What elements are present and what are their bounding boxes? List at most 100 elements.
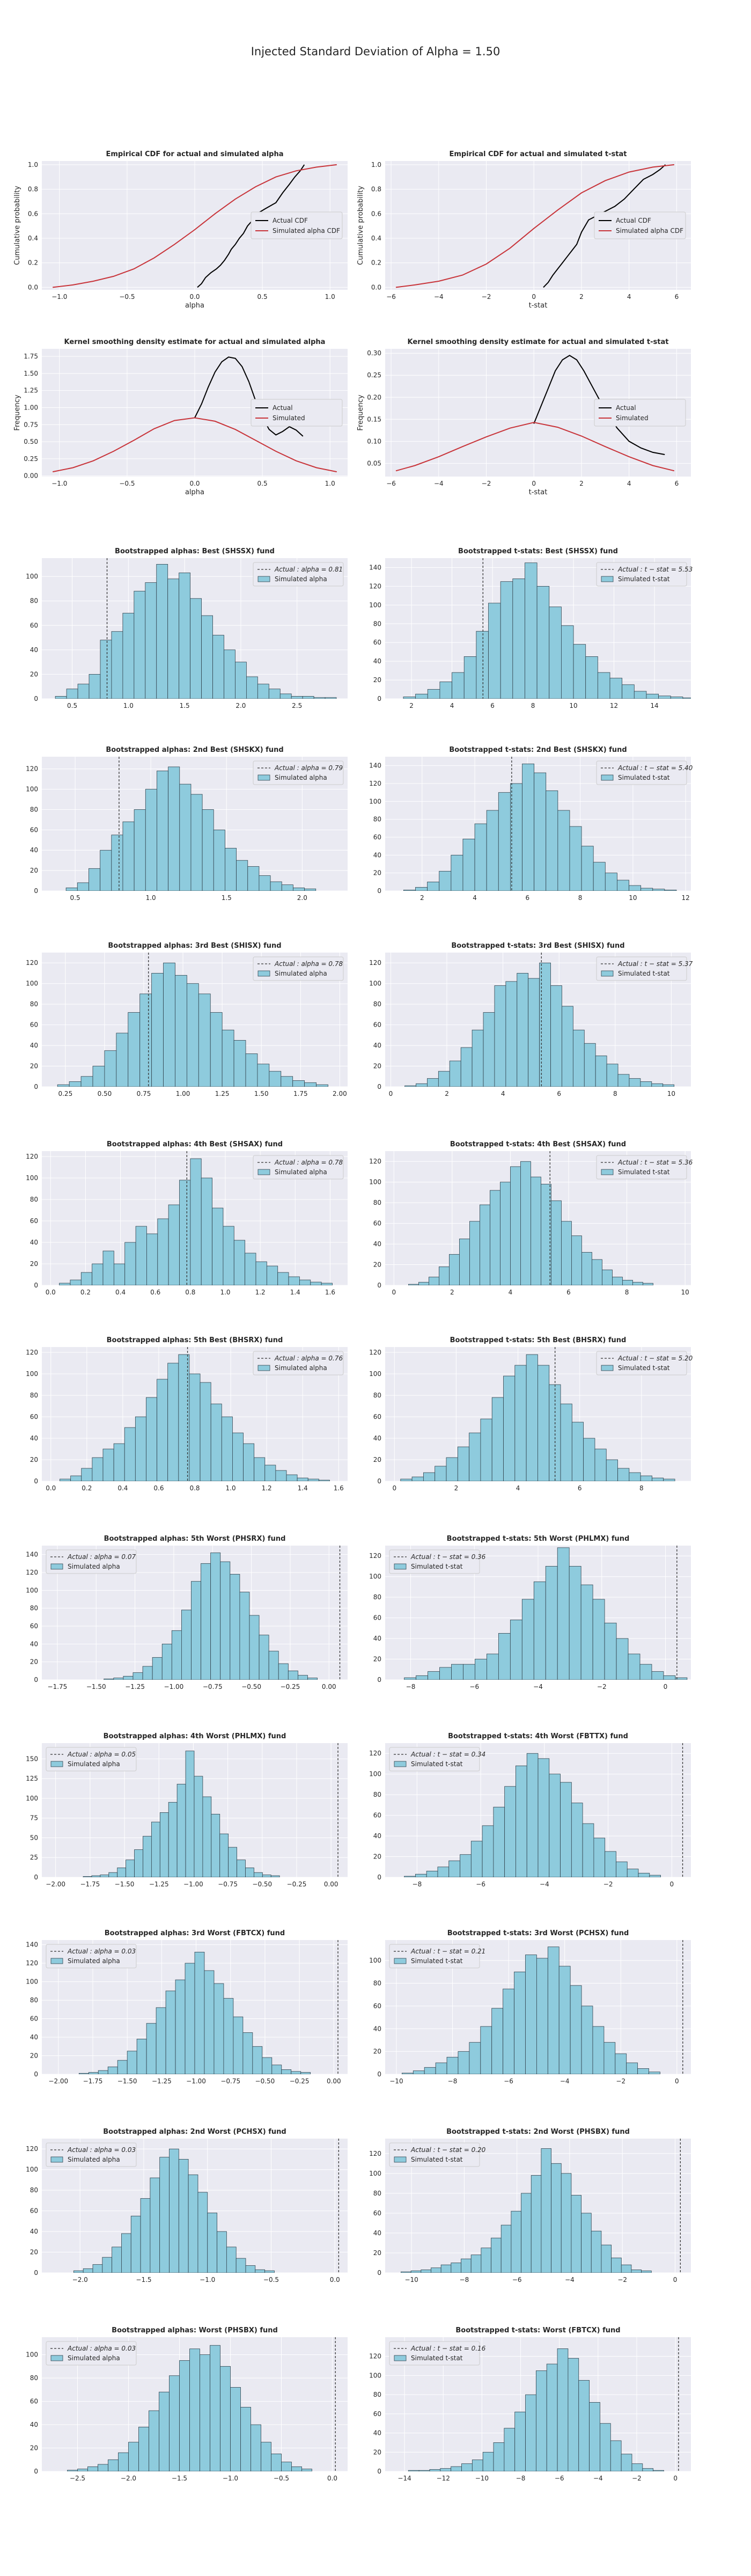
- x-tick-label: −2: [597, 1683, 607, 1690]
- x-tick-label: 0.0: [189, 293, 200, 301]
- x-tick-label: 2: [454, 1484, 459, 1492]
- histogram-bar: [470, 2255, 482, 2273]
- y-tick-label: 40: [30, 646, 38, 654]
- histogram-bar: [581, 2006, 593, 2074]
- x-tick-label: −2: [482, 293, 491, 301]
- histogram-bar: [233, 1240, 246, 1285]
- histogram-bar: [269, 1071, 282, 1087]
- y-tick-label: 40: [30, 2421, 38, 2428]
- histogram-bar: [291, 2466, 302, 2471]
- y-tick-label: 100: [369, 980, 381, 987]
- histogram-bar: [413, 2070, 425, 2074]
- x-tick-label: −4: [565, 2276, 575, 2284]
- y-tick-label: 100: [369, 1179, 381, 1186]
- chart-title: Bootstrapped alphas: 5th Worst (PHSRX) f…: [104, 1535, 286, 1543]
- x-tick-label: 2.00: [333, 1090, 347, 1097]
- y-tick-label: 0.8: [371, 186, 381, 193]
- histogram-bar: [186, 983, 199, 1087]
- histogram-bar: [627, 1869, 639, 1877]
- chart-panel-11: 0.0 0.2 0.4 0.6 0.8 1.0 1.2 1.4 1.6 0 20 40 60 80 100 1…: [26, 1140, 348, 1296]
- y-tick-label: 120: [26, 1153, 38, 1160]
- histogram-bar: [302, 696, 314, 699]
- legend-label: Actual : t − stat = 5.40: [617, 764, 693, 772]
- histogram-bar: [493, 2442, 505, 2471]
- y-tick-label: 60: [373, 1812, 381, 1819]
- histogram-bar: [525, 1955, 537, 2074]
- legend-swatch: [601, 1365, 614, 1371]
- histogram-bar: [281, 884, 293, 891]
- histogram-bar: [73, 2270, 84, 2273]
- y-tick-label: 120: [26, 765, 38, 773]
- histogram-bar: [108, 1872, 118, 1877]
- histogram-bar: [536, 586, 550, 699]
- x-tick-label: −1.0: [200, 2276, 215, 2284]
- x-tick-label: −1.75: [48, 1683, 68, 1690]
- histogram-bar: [482, 2451, 494, 2471]
- histogram-bar: [271, 2453, 282, 2471]
- histogram-bar: [593, 1838, 606, 1877]
- y-tick-label: 80: [30, 1000, 38, 1008]
- histogram-bar: [560, 1403, 572, 1481]
- y-tick-label: 20: [373, 2048, 381, 2055]
- legend-label: Actual : alpha = 0.76: [274, 1355, 343, 1362]
- histogram-bar: [235, 2258, 246, 2273]
- legend-label: Actual : alpha = 0.03: [67, 2345, 136, 2352]
- histogram-bar: [277, 1272, 289, 1285]
- y-tick-label: 20: [30, 2445, 38, 2452]
- x-tick-label: −6: [469, 1683, 479, 1690]
- histogram-bar: [190, 598, 202, 699]
- histogram-bar: [572, 1029, 585, 1087]
- x-tick-label: −8: [413, 1880, 422, 1888]
- y-tick-label: 60: [30, 1413, 38, 1421]
- y-tick-label: 0: [34, 2070, 38, 2078]
- histogram-bar: [300, 2072, 311, 2074]
- y-tick-label: 0.05: [367, 459, 381, 467]
- x-axis-label: t-stat: [529, 302, 548, 310]
- x-tick-label: 0: [532, 293, 536, 301]
- histogram-bar: [165, 1990, 176, 2074]
- histogram-bar: [156, 564, 168, 699]
- x-tick-label: −6: [555, 2475, 564, 2482]
- y-tick-label: 100: [26, 2166, 38, 2174]
- y-tick-label: 0: [377, 2468, 381, 2475]
- y-tick-label: 120: [26, 1569, 38, 1576]
- y-tick-label: 100: [369, 1573, 381, 1580]
- histogram-bar: [675, 1677, 688, 1680]
- x-tick-label: −2: [603, 1880, 613, 1888]
- histogram-bar: [212, 1208, 224, 1285]
- chart-title: Empirical CDF for actual and simulated t…: [450, 150, 627, 158]
- x-tick-label: 0.0: [189, 480, 200, 487]
- y-tick-label: 0: [377, 2070, 381, 2078]
- y-tick-label: 0: [34, 1477, 38, 1485]
- series-line-1: [197, 164, 305, 288]
- histogram-bar: [439, 682, 452, 699]
- histogram-bar: [622, 1279, 633, 1285]
- series-line-2: [53, 164, 337, 288]
- y-tick-label: 60: [30, 826, 38, 833]
- histogram-bar: [491, 2008, 504, 2074]
- x-tick-label: 0.5: [257, 293, 268, 301]
- histogram-bar: [188, 2174, 198, 2273]
- legend-swatch: [257, 1365, 270, 1371]
- x-tick-label: −10: [404, 2276, 418, 2284]
- histogram-bar: [652, 889, 665, 891]
- histogram-bar: [257, 1064, 270, 1087]
- x-tick-label: 1.6: [325, 1289, 335, 1296]
- x-axis-label: alpha: [185, 488, 204, 496]
- histogram-bar: [150, 2177, 160, 2273]
- y-tick-label: 40: [373, 1042, 381, 1049]
- histogram-bar: [629, 1472, 641, 1481]
- histogram-bar: [181, 1609, 192, 1680]
- x-tick-label: 0.25: [58, 1090, 72, 1097]
- histogram-bar: [562, 1006, 573, 1087]
- histogram-bar: [201, 1563, 211, 1680]
- histogram-bar: [135, 1226, 147, 1285]
- y-tick-label: 120: [369, 1750, 381, 1757]
- y-tick-label: 80: [30, 1196, 38, 1203]
- x-tick-label: 0.4: [115, 1289, 126, 1296]
- histogram-bar: [236, 860, 248, 891]
- legend-label: Actual : t − stat = 5.37: [617, 960, 693, 968]
- y-tick-label: 0.10: [367, 437, 381, 445]
- y-tick-label: 20: [373, 1656, 381, 1663]
- histogram-bar: [77, 2469, 88, 2471]
